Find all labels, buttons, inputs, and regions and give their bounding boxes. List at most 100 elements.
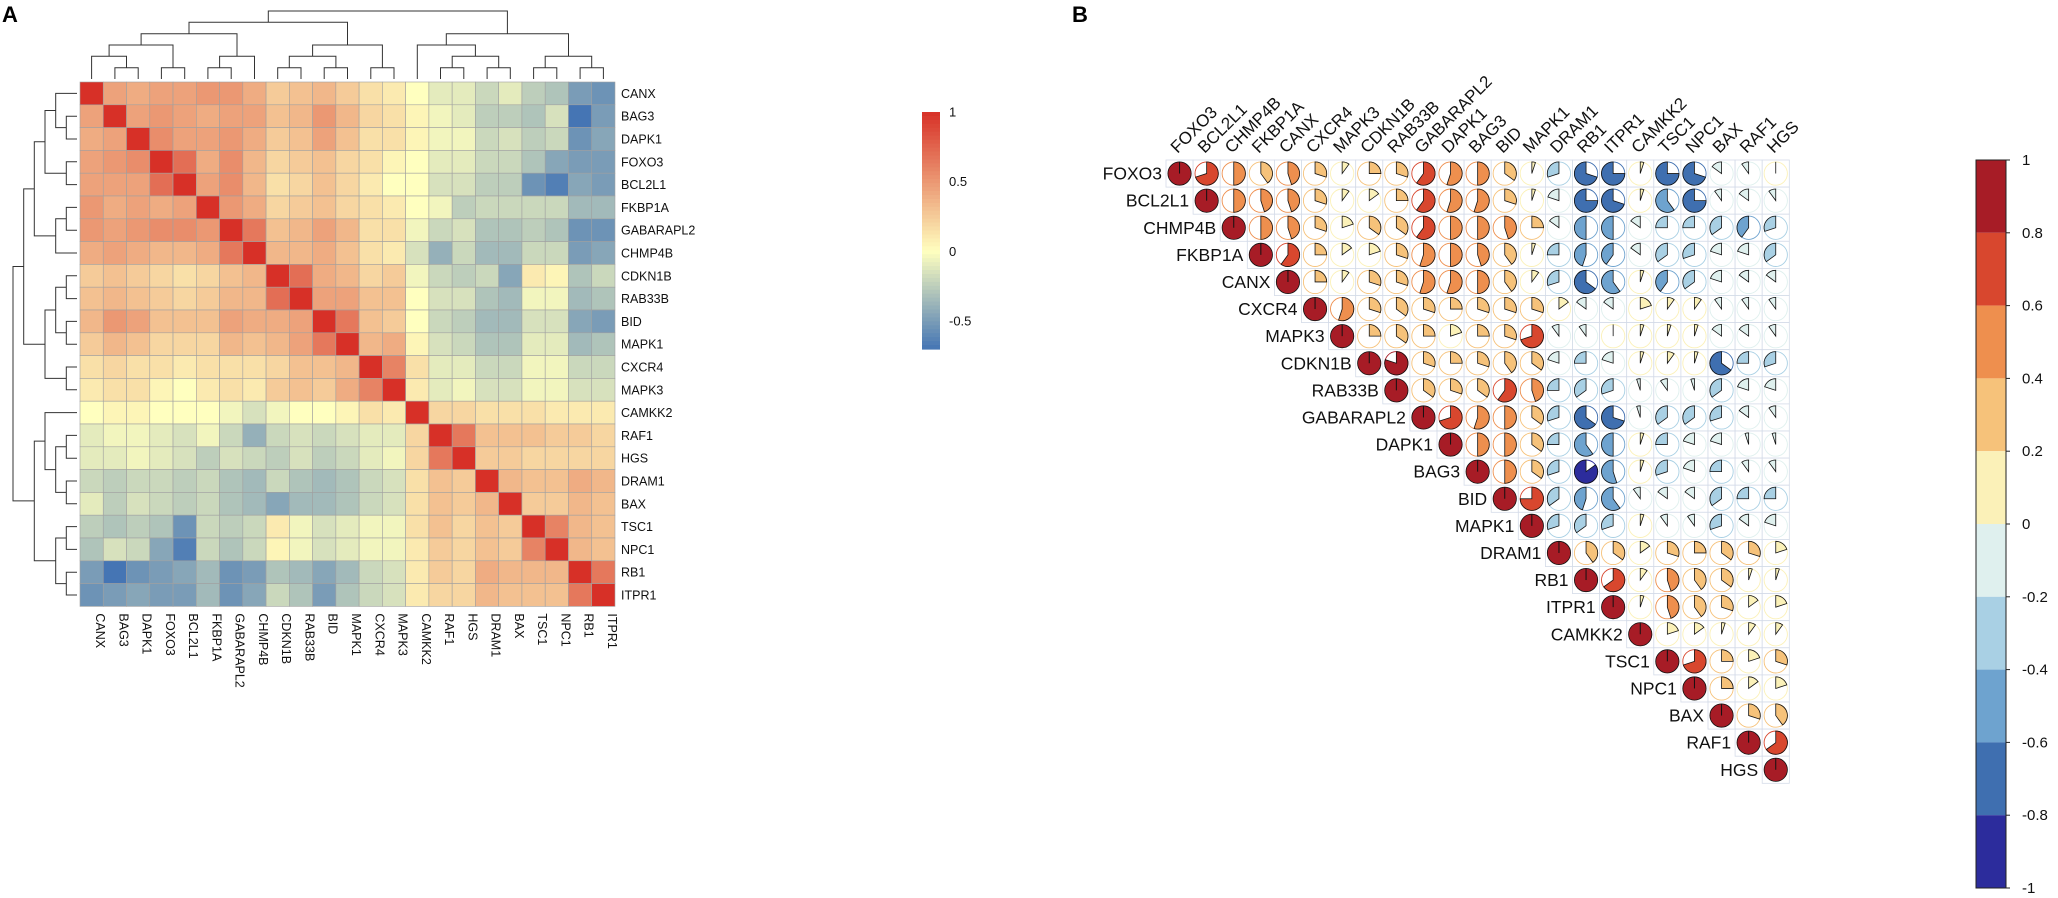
heatmap-cell [172,492,197,516]
heatmap-cell [265,332,290,356]
row-label: HGS [1720,760,1758,780]
heatmap-cell [312,514,337,539]
correlation-pie [1531,188,1536,201]
colorbar-a-segment [922,183,940,188]
correlation-pie [1748,567,1753,581]
heatmap-cell [405,264,430,288]
column-label: CAMKK2 [419,613,433,664]
row-label: RB1 [1534,570,1568,590]
row-label: DAPK1 [1376,435,1433,455]
heatmap-cell [149,309,174,334]
heatmap-cell [591,400,616,425]
heatmap-cell [475,537,499,562]
column-label: CDKN1B [279,613,293,664]
correlation-pie [1714,296,1722,311]
row-label: NPC1 [1630,678,1677,698]
heatmap-cell [475,195,499,220]
correlation-pie [1497,378,1517,403]
correlation-pie [1419,269,1436,294]
heatmap-cell [289,514,313,539]
correlation-pie [1682,405,1695,425]
correlation-pie [1341,161,1350,175]
heatmap-cell [289,195,313,220]
correlation-pie [1694,567,1707,591]
heatmap-cell [79,514,104,539]
heatmap-cell [335,172,360,197]
heatmap-cell [428,560,453,584]
heatmap-cell [498,286,523,311]
column-dendrogram-branch [486,67,511,79]
correlation-pie [1477,161,1490,186]
correlation-pie [1744,432,1750,445]
heatmap-cell [544,355,569,379]
heatmap-cell [335,309,360,334]
colorbar-b-tick: -1 [2022,880,2035,897]
heatmap-cell [382,286,406,311]
correlation-pie [1531,405,1544,425]
heatmap-cell [289,378,313,402]
heatmap-cell [126,492,151,516]
correlation-pie [1682,215,1695,229]
heatmap-cell [289,104,313,128]
correlation-pie [1446,188,1463,213]
heatmap-cell [196,492,220,516]
column-dendrogram-branch [114,67,139,79]
heatmap-cell [102,150,127,174]
heatmap-cell [544,127,569,151]
heatmap-cell [591,514,616,539]
heatmap-cell [102,469,127,493]
correlation-pie [1341,215,1354,229]
heatmap-cell [172,264,197,288]
correlation-pie [1666,622,1679,635]
heatmap-cell [79,150,104,174]
heatmap-cell [521,514,546,539]
correlation-pie [1314,269,1328,283]
heatmap-cell [591,286,616,311]
heatmap-cell [382,218,406,242]
heatmap-cell [358,172,383,197]
correlation-pie [1721,676,1734,689]
heatmap-cell [265,195,290,220]
heatmap-cell [591,127,616,151]
heatmap-cell [172,423,197,448]
heatmap-cell [172,241,197,265]
correlation-pie [1573,351,1587,364]
correlation-pie [1531,215,1544,229]
colorbar-a-segment [922,313,940,318]
correlation-pie [1659,513,1668,528]
correlation-pie [1601,432,1614,457]
correlation-pie [1601,378,1614,395]
colorbar-a-segment [922,250,940,255]
correlation-pie [1450,242,1463,267]
heatmap-cell [428,218,453,242]
correlation-pie [1423,324,1436,337]
heatmap-cell [265,241,290,265]
heatmap-cell [102,560,127,584]
heatmap-cell [568,218,593,242]
heatmap-cell [312,400,337,425]
heatmap-cell [591,218,616,242]
colorbar-b-tick: 0.4 [2022,370,2043,387]
colorbar-a-segment [922,206,940,212]
heatmap-cell [102,423,127,448]
heatmap-cell [498,537,523,562]
correlation-pie [1736,351,1750,364]
heatmap-cell [451,423,476,448]
heatmap-cell [544,195,569,220]
correlation-pie [1233,188,1246,213]
heatmap-cell [568,355,593,379]
heatmap-cell [451,241,476,265]
correlation-pie [1287,161,1300,186]
column-dendrogram-branch [160,67,186,79]
colorbar-b-segment [1976,669,2006,743]
row-label: ITPR1 [621,589,656,603]
heatmap-cell [289,355,313,379]
column-dendrogram-branch [579,67,604,79]
heatmap-cell [428,241,453,265]
heatmap-cell [475,514,499,539]
heatmap-cell [172,583,197,607]
heatmap-cell [219,241,244,265]
heatmap-cell [242,537,267,562]
row-dendrogram-branch [65,434,77,459]
column-label: DRAM1 [489,613,503,657]
